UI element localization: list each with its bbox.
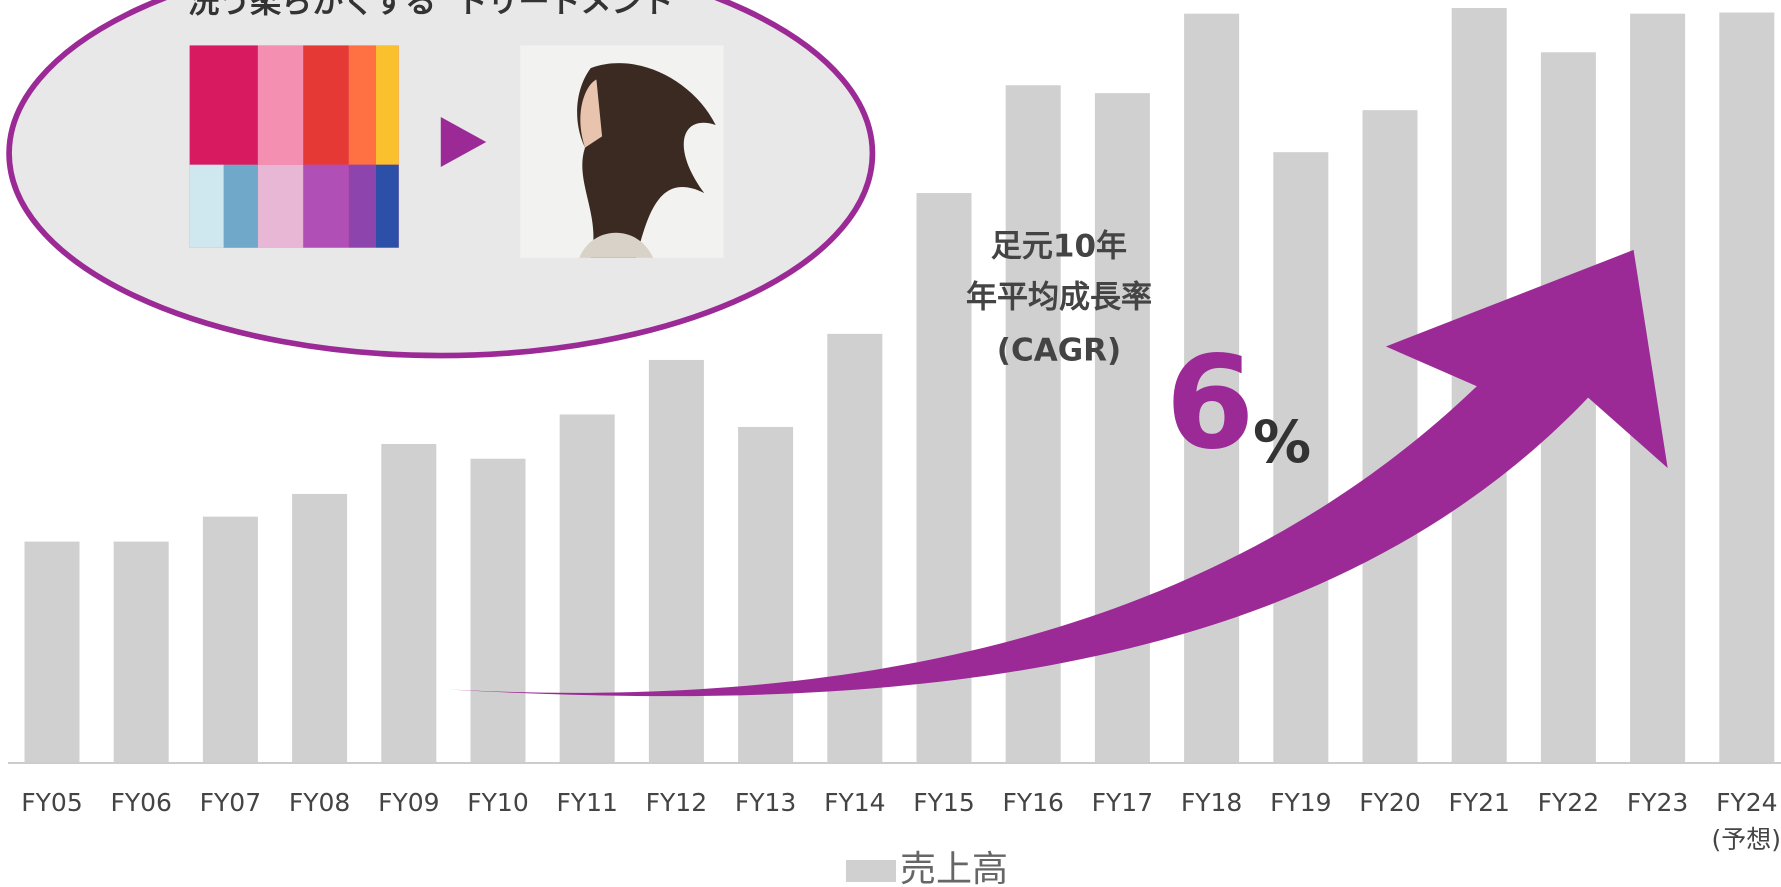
- x-tick-label: FY11: [556, 788, 617, 817]
- callout-title: 洗う柔らかくする“トリートメント”: [188, 0, 694, 21]
- x-tick-label: FY19: [1270, 788, 1331, 817]
- bar: [1363, 110, 1418, 763]
- x-tick-label: FY05: [21, 788, 82, 817]
- x-tick-label: FY16: [1002, 788, 1063, 817]
- legend-swatch: [846, 860, 896, 882]
- bar: [381, 444, 436, 763]
- x-tick-label: FY08: [289, 788, 350, 817]
- annotation-unit: %: [1253, 408, 1311, 476]
- annotation-line: 足元10年: [991, 229, 1127, 265]
- annotation-value: 6: [1165, 329, 1254, 478]
- bar: [25, 542, 80, 763]
- bar: [114, 542, 169, 763]
- x-tick-label: FY14: [824, 788, 885, 817]
- x-tick-label: FY07: [200, 788, 261, 817]
- bar: [827, 334, 882, 763]
- x-tick-label: FY09: [378, 788, 439, 817]
- bar: [292, 494, 347, 763]
- bar: [1095, 93, 1150, 763]
- x-tick-label: FY18: [1181, 788, 1242, 817]
- bar: [203, 517, 258, 763]
- x-tick-label: FY22: [1538, 788, 1599, 817]
- bar: [471, 459, 526, 763]
- x-tick-label: FY12: [646, 788, 707, 817]
- bar: [649, 360, 704, 763]
- x-tick-label: FY10: [467, 788, 528, 817]
- x-tick-label: FY13: [735, 788, 796, 817]
- x-tick-label: FY17: [1092, 788, 1153, 817]
- category-note: (予想): [1711, 825, 1781, 854]
- annotation-line: (CAGR): [997, 333, 1121, 369]
- callout-ellipse: [9, 0, 872, 356]
- x-tick-label: FY23: [1627, 788, 1688, 817]
- bar: [560, 414, 615, 763]
- person-image: [520, 45, 723, 257]
- x-tick-label: FY15: [913, 788, 974, 817]
- x-tick-label: FY21: [1448, 788, 1509, 817]
- legend-label: 売上高: [900, 849, 1008, 887]
- x-tick-label: FY06: [110, 788, 171, 817]
- bar: [1719, 13, 1774, 763]
- x-tick-label: FY20: [1359, 788, 1420, 817]
- scarf-image: [190, 45, 399, 247]
- annotation-line: 年平均成長率: [966, 280, 1152, 316]
- bar: [738, 427, 793, 763]
- chart: 洗う柔らかくする“トリートメント” 足元10年 年平均成長率 (CAGR) 6 …: [0, 0, 1781, 887]
- x-tick-label: FY24: [1716, 788, 1777, 817]
